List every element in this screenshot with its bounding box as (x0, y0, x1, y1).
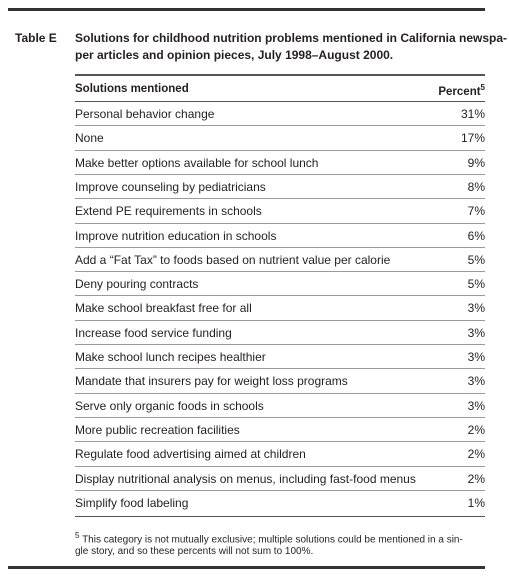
solution-cell: Make better options available for school… (75, 155, 319, 170)
table-row: Mandate that insurers pay for weight los… (75, 368, 485, 393)
percent-cell: 31% (460, 107, 485, 121)
table-row: Extend PE requirements in schools 7% (75, 198, 485, 223)
table-row: More public recreation facilities 2% (75, 416, 485, 442)
percent-cell: 9% (467, 155, 485, 170)
footnote-line: gle story, and so these percents will no… (75, 546, 314, 557)
footnote-text: This category is not mutually exclusive;… (82, 534, 463, 546)
percent-cell: 3% (467, 374, 485, 389)
table-row: Deny pouring contracts 5% (75, 271, 485, 296)
note-mark: 5 (480, 83, 485, 92)
percent-cell: 2% (467, 447, 485, 462)
table-bottom-rule (75, 516, 485, 517)
percent-cell: 17% (460, 131, 485, 146)
percent-cell: 1% (467, 495, 485, 510)
solution-cell: Mandate that insurers pay for weight los… (75, 374, 348, 389)
table-row: None 17% (75, 125, 485, 150)
note-mark: 5 (75, 531, 80, 540)
header-cell: Percent5 (438, 83, 485, 98)
solution-cell: Regulate food advertising aimed at child… (75, 447, 306, 462)
percent-cell: 3% (467, 398, 485, 413)
table-row: Make school lunch recipes healthier 3% (75, 344, 485, 369)
solution-cell: Extend PE requirements in schools (75, 204, 262, 219)
solution-cell: Make school breakfast free for all (75, 301, 252, 316)
percent-cell: 3% (467, 350, 485, 364)
solution-cell: Add a “Fat Tax” to foods based on nutrie… (75, 252, 391, 267)
bottom-rule (8, 566, 485, 569)
table-row: Add a “Fat Tax” to foods based on nutrie… (75, 246, 485, 272)
solution-cell: Simplify food labeling (75, 495, 189, 510)
table-row: Improve counseling by pediatricians 8% (75, 173, 485, 199)
header-text: Percent (438, 85, 481, 98)
percent-cell: 8% (467, 179, 485, 194)
footnote-line: 5 This category is not mutually exclusiv… (75, 528, 463, 548)
table-row: Increase food service funding 3% (75, 319, 485, 345)
header-rule (75, 74, 485, 76)
solution-cell: Increase food service funding (75, 325, 232, 340)
solution-cell: Make school lunch recipes healthier (75, 350, 266, 364)
solution-cell: More public recreation facilities (75, 422, 240, 437)
percent-cell: 5% (467, 277, 485, 292)
percent-cell: 7% (467, 204, 485, 219)
percent-cell: 6% (467, 228, 485, 243)
title-line: per articles and opinion pieces, July 19… (75, 48, 394, 62)
percent-cell: 3% (467, 325, 485, 340)
solution-cell: Improve counseling by pediatricians (75, 179, 266, 194)
solution-cell: Display nutritional analysis on menus, i… (75, 471, 416, 486)
table-row: Serve only organic foods in schools 3% (75, 392, 485, 418)
solution-cell: Improve nutrition education in schools (75, 228, 277, 243)
table-row: Simplify food labeling 1% (75, 489, 485, 515)
table-row: Regulate food advertising aimed at child… (75, 441, 485, 466)
title-line: Solutions for childhood nutrition proble… (75, 31, 507, 45)
percent-cell: 2% (467, 422, 485, 437)
table-row: Make school breakfast free for all 3% (75, 295, 485, 320)
table-label: Table E (15, 31, 57, 45)
table-row: Personal behavior change 31% (75, 101, 485, 126)
percent-cell: 2% (467, 471, 485, 486)
table-row: Display nutritional analysis on menus, i… (75, 465, 485, 491)
header-cell: Solutions mentioned (75, 83, 189, 95)
percent-cell: 3% (467, 301, 485, 316)
solution-cell: Deny pouring contracts (75, 277, 199, 292)
top-rule (8, 8, 485, 11)
table-row: Improve nutrition education in schools 6% (75, 222, 485, 248)
solution-cell: None (75, 131, 104, 146)
percent-cell: 5% (467, 252, 485, 267)
solution-cell: Personal behavior change (75, 107, 215, 121)
table-row: Make better options available for school… (75, 149, 485, 175)
solution-cell: Serve only organic foods in schools (75, 398, 264, 413)
